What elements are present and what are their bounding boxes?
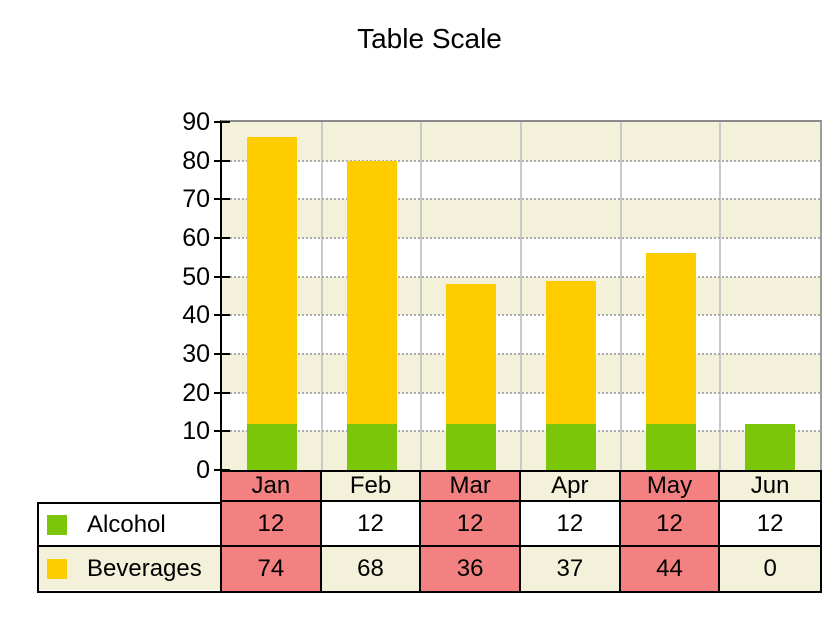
table-value-cell-alcohol-jan: 12 <box>222 502 322 547</box>
table-value-cell-beverages-apr: 37 <box>520 547 621 591</box>
horizontal-gridline <box>222 430 820 433</box>
table-value-cell-alcohol-may: 12 <box>620 502 721 547</box>
y-axis-tick-label: 40 <box>182 301 210 330</box>
table-value-cell-beverages-jun: 0 <box>720 547 820 591</box>
table-value-cell-beverages-may: 44 <box>620 547 721 591</box>
y-axis-tick-label: 70 <box>182 185 210 214</box>
table-value-cell-alcohol-jun: 12 <box>720 502 820 547</box>
table-value-cell-beverages-mar: 36 <box>421 547 521 591</box>
plot-area <box>220 120 822 470</box>
table-value-cell-alcohol-feb: 12 <box>321 502 422 547</box>
table-value-cell-alcohol-mar: 12 <box>421 502 521 547</box>
bar-segment-alcohol-mar <box>446 423 497 470</box>
vertical-gridline <box>520 122 522 470</box>
bar-segment-alcohol-apr <box>545 423 596 470</box>
legend-box: Alcohol Beverages <box>37 502 222 593</box>
y-axis-tick-label: 80 <box>182 146 210 175</box>
horizontal-gridline <box>222 275 820 278</box>
y-axis-tick-label: 30 <box>182 340 210 368</box>
legend-row-alcohol: Alcohol <box>39 504 220 547</box>
table-value-cell-beverages-feb: 68 <box>321 547 422 591</box>
bar-segment-beverages-feb <box>346 160 397 424</box>
y-axis-tick-label: 60 <box>182 224 210 252</box>
bar-segment-beverages-apr <box>545 280 596 424</box>
y-axis-tick-label: 50 <box>182 262 210 291</box>
beverages-swatch-icon <box>47 558 67 579</box>
vertical-gridline <box>420 122 423 470</box>
y-axis-tick <box>214 198 230 201</box>
table-header-cell-apr: Apr <box>520 472 621 502</box>
legend-label: Beverages <box>87 554 202 582</box>
table-header-cell-jan: Jan <box>222 472 322 502</box>
vertical-gridline <box>619 122 622 470</box>
y-axis-tick <box>214 391 230 394</box>
legend-label: Alcohol <box>87 510 166 538</box>
bar-segment-alcohol-jun <box>745 423 796 470</box>
table-header-cell-mar: Mar <box>421 472 521 502</box>
table-header-cell-jun: Jun <box>720 472 820 502</box>
horizontal-gridline <box>222 198 820 201</box>
y-axis-tick <box>214 159 230 162</box>
bar-segment-alcohol-jan <box>246 423 297 470</box>
horizontal-gridline <box>222 353 820 355</box>
table-value-cell-alcohol-apr: 12 <box>520 502 621 547</box>
bar-segment-alcohol-may <box>645 423 696 470</box>
horizontal-gridline <box>222 237 820 239</box>
y-axis-tick-label: 10 <box>182 417 210 446</box>
legend-row-beverages: Beverages <box>39 547 220 590</box>
bar-segment-beverages-jan <box>246 137 297 424</box>
bar-segment-beverages-may <box>645 253 696 424</box>
y-axis-tick <box>214 430 230 433</box>
table-header-cell-may: May <box>620 472 721 502</box>
horizontal-gridline <box>222 391 820 394</box>
y-axis-tick <box>214 353 230 355</box>
bar-segment-alcohol-feb <box>346 423 397 470</box>
vertical-gridline <box>320 122 323 470</box>
alcohol-swatch-icon <box>47 514 67 535</box>
y-axis-tick <box>214 121 230 123</box>
table-value-cell-beverages-jan: 74 <box>222 547 322 591</box>
y-axis-tick <box>214 237 230 239</box>
y-axis-tick-label: 90 <box>182 108 210 136</box>
bar-segment-beverages-mar <box>446 284 497 424</box>
table-header-cell-feb: Feb <box>321 472 422 502</box>
y-axis-tick-label: 20 <box>182 378 210 407</box>
y-axis-tick <box>214 314 230 317</box>
chart-title: Table Scale <box>357 23 502 54</box>
vertical-gridline <box>719 122 722 470</box>
y-axis-tick <box>214 275 230 278</box>
horizontal-gridline <box>222 159 820 162</box>
data-table: Jan Feb Mar Apr May Jun 12 12 12 12 12 12 74 68 36 37 44… <box>220 470 822 593</box>
y-axis-tick-label: 0 <box>196 456 210 484</box>
horizontal-gridline <box>222 314 820 317</box>
